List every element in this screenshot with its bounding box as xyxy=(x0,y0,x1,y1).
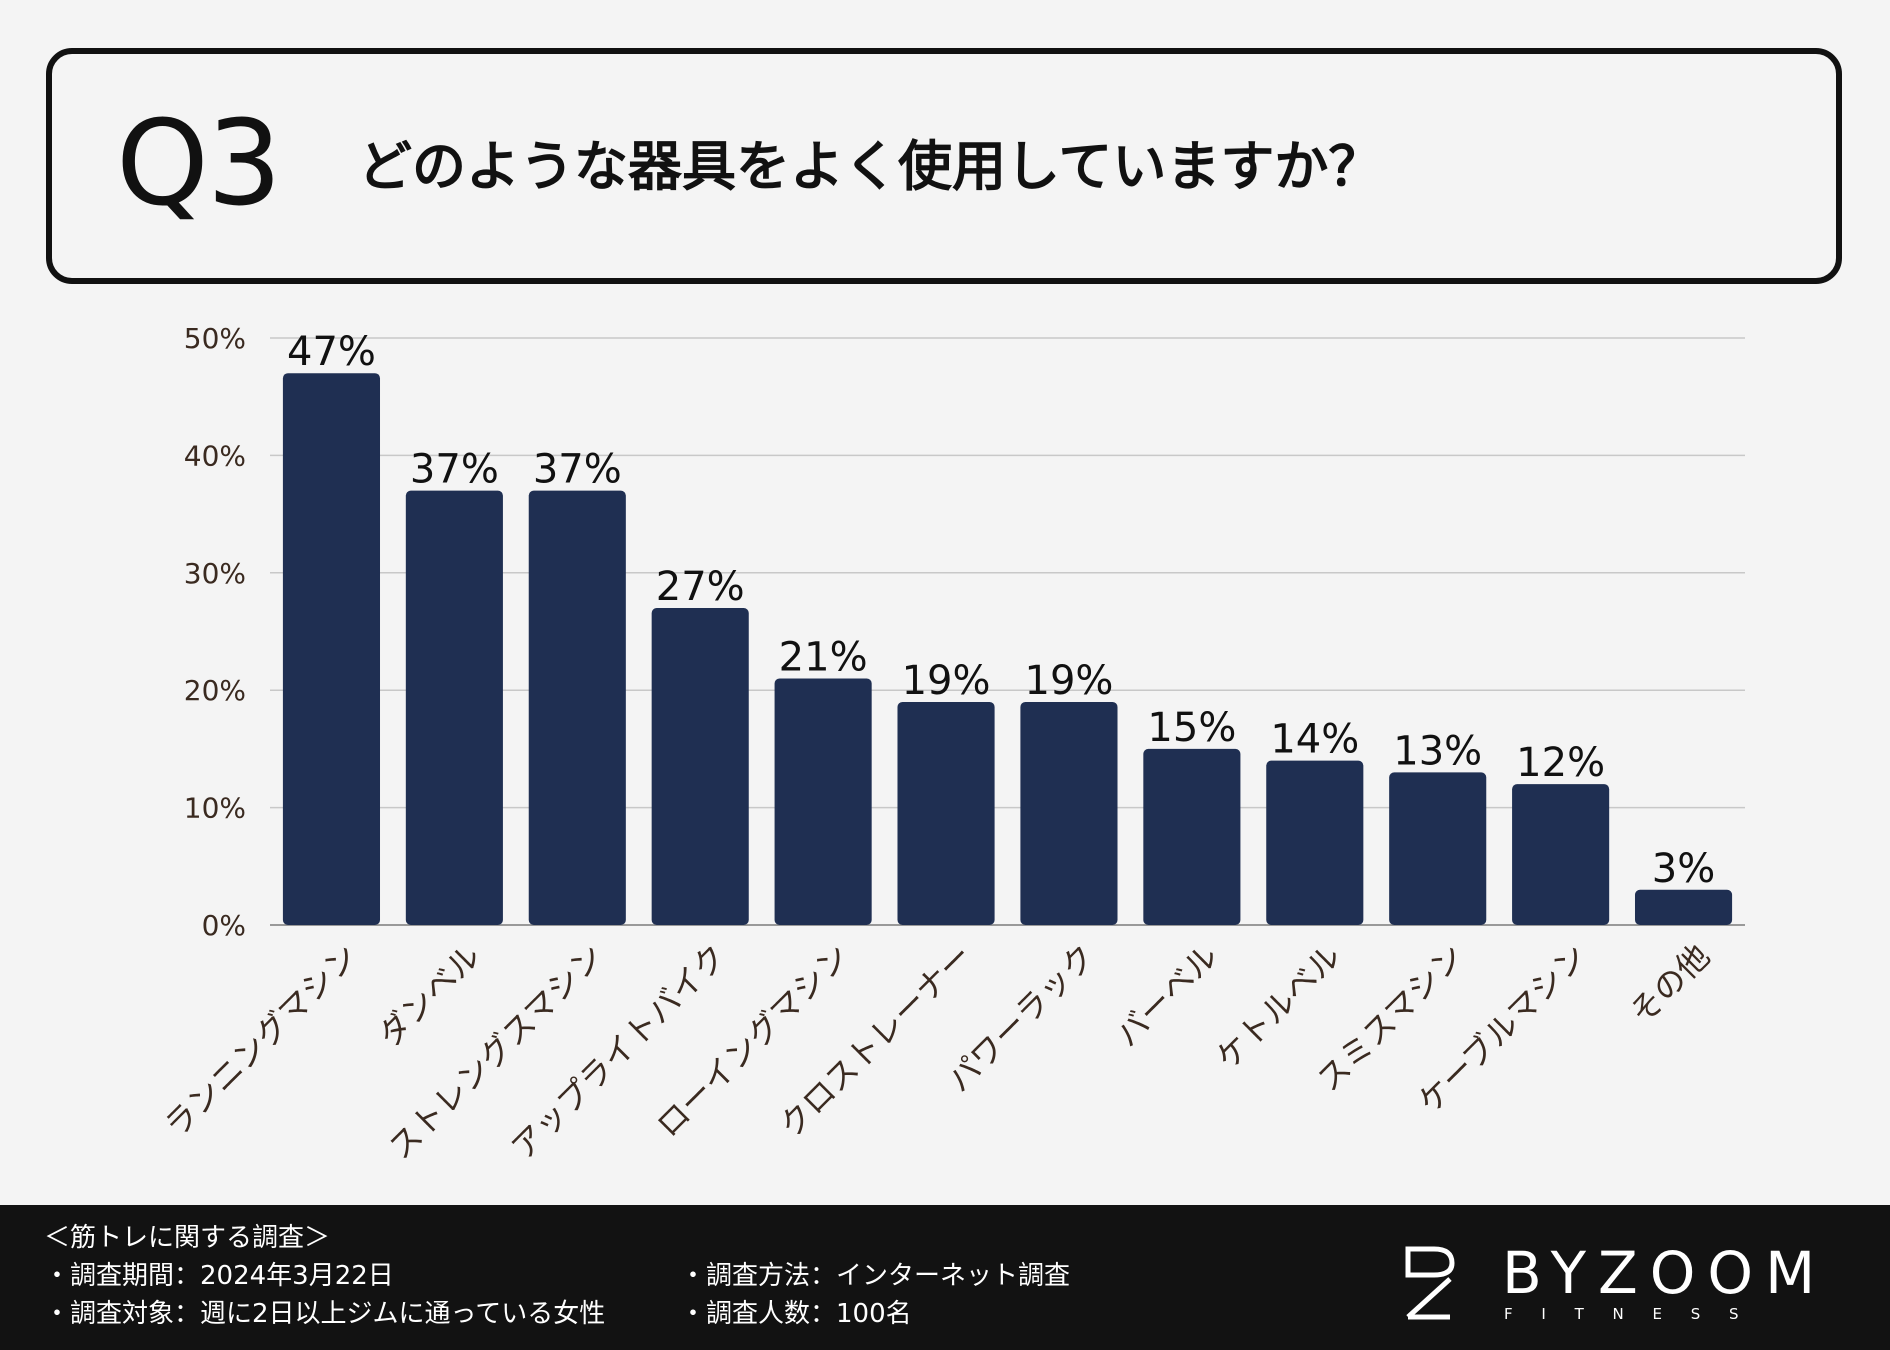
y-tick-label: 40% xyxy=(184,439,246,472)
bar xyxy=(405,490,503,925)
value-label: 14% xyxy=(1270,717,1359,763)
survey-period: ・調査期間：2024年3月22日 xyxy=(44,1261,394,1291)
survey-count: ・調査人数：100名 xyxy=(680,1299,912,1329)
grid-lines xyxy=(270,337,1745,926)
value-label: 19% xyxy=(1025,658,1114,704)
bar xyxy=(1143,748,1241,925)
x-tick-label: アップライトバイク xyxy=(504,937,734,1167)
bar xyxy=(1634,889,1733,925)
value-labels: 47% 37% 37% 27% 21% 19% 19% 15% 14% 13% 12% 3% xyxy=(287,329,1715,892)
survey-target: ・調査対象：週に2日以上ジムに通っている女性 xyxy=(44,1299,606,1329)
x-axis-labels: ランニングマシン ダンベルストレングスマシンアップライトバイクローイングマシンクロ… xyxy=(157,937,1717,1167)
x-tick-label: その他 xyxy=(1622,937,1717,1032)
value-label: 47% xyxy=(287,329,376,375)
bar xyxy=(774,678,872,925)
logo-mark-icon xyxy=(1405,1246,1455,1320)
y-tick-label: 10% xyxy=(184,792,246,825)
bar xyxy=(897,701,995,925)
value-label: 37% xyxy=(410,447,499,493)
bar xyxy=(282,373,381,926)
question-number: Q3 xyxy=(116,94,282,232)
logo-subtitle: F I T N E S S xyxy=(1504,1305,1751,1323)
survey-method: ・調査方法：インターネット調査 xyxy=(680,1261,1071,1291)
value-label: 21% xyxy=(779,634,868,680)
value-label: 3% xyxy=(1652,846,1715,892)
x-tick-label: ストレングスマシン xyxy=(381,937,611,1167)
value-label: 15% xyxy=(1147,705,1236,751)
bar xyxy=(1389,772,1487,925)
question-box: Q3 どのような器具をよく使用していますか？ xyxy=(46,48,1842,284)
bar xyxy=(1512,784,1610,925)
logo-wordmark: BYZOOM xyxy=(1502,1243,1827,1307)
value-label: 12% xyxy=(1516,740,1605,786)
y-tick-label: 0% xyxy=(202,909,246,942)
y-tick-label: 50% xyxy=(184,322,246,355)
bar xyxy=(528,490,626,925)
x-tick-label: バーベル xyxy=(1108,937,1225,1054)
x-tick-label: ランニングマシン xyxy=(157,937,365,1145)
bar xyxy=(651,608,749,925)
value-label: 13% xyxy=(1393,728,1482,774)
bar-chart: 47% 37% 37% 27% 21% 19% 19% 15% 14% 13% 12% 3% 0% 10… xyxy=(157,322,1745,1167)
value-label: 37% xyxy=(533,447,622,493)
bar xyxy=(1266,760,1364,925)
footer: ＜筋トレに関する調査＞ ・調査期間：2024年3月22日 ・調査対象：週に2日以… xyxy=(0,1205,1890,1350)
x-tick-label: ダンベル xyxy=(371,937,488,1054)
byzoom-logo: BYZOOM F I T N E S S xyxy=(1405,1243,1827,1323)
y-tick-label: 30% xyxy=(184,557,246,590)
value-label: 19% xyxy=(902,658,991,704)
value-label: 27% xyxy=(656,564,745,610)
survey-title: ＜筋トレに関する調査＞ xyxy=(44,1223,331,1253)
question-text: どのような器具をよく使用していますか？ xyxy=(358,135,1383,198)
bars xyxy=(282,373,1733,926)
y-axis-ticks: 0% 10% 20% 30% 40% 50% xyxy=(184,322,246,942)
bar xyxy=(1020,701,1118,925)
y-tick-label: 20% xyxy=(184,674,246,707)
